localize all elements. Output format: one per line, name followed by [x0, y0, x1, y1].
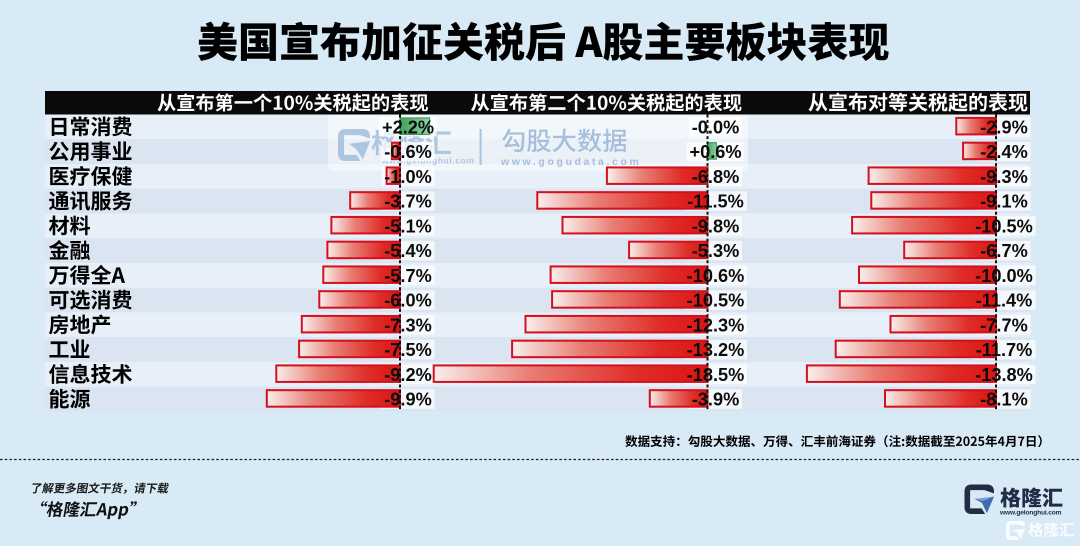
svg-text:-1.0%: -1.0%: [384, 167, 432, 187]
svg-text:-0.6%: -0.6%: [384, 142, 432, 162]
svg-text:-7.7%: -7.7%: [980, 315, 1028, 335]
svg-text:www.gelonghui.com: www.gelonghui.com: [999, 510, 1062, 517]
svg-text:-9.8%: -9.8%: [692, 216, 740, 236]
svg-text:+0.6%: +0.6%: [689, 142, 741, 162]
svg-text:-7.5%: -7.5%: [384, 340, 432, 360]
svg-text:-3.9%: -3.9%: [692, 390, 740, 410]
svg-text:-12.3%: -12.3%: [687, 315, 745, 335]
svg-text:-18.5%: -18.5%: [687, 365, 745, 385]
svg-text:-5.3%: -5.3%: [692, 241, 740, 261]
svg-text:-11.5%: -11.5%: [687, 192, 744, 212]
svg-text:-9.1%: -9.1%: [980, 192, 1028, 212]
svg-text:-5.1%: -5.1%: [384, 216, 432, 236]
svg-text:-5.4%: -5.4%: [384, 241, 432, 261]
svg-text:-2.4%: -2.4%: [980, 142, 1028, 162]
svg-text:-9.9%: -9.9%: [384, 390, 432, 410]
svg-text:-0.0%: -0.0%: [692, 117, 740, 137]
svg-text:-2.9%: -2.9%: [980, 117, 1028, 137]
svg-text:-11.4%: -11.4%: [976, 291, 1033, 311]
svg-text:-10.5%: -10.5%: [975, 216, 1033, 236]
svg-text:-13.8%: -13.8%: [975, 365, 1033, 385]
svg-text:-9.3%: -9.3%: [980, 167, 1028, 187]
svg-text:+2.2%: +2.2%: [382, 117, 434, 137]
svg-text:-6.0%: -6.0%: [384, 291, 432, 311]
svg-text:-3.7%: -3.7%: [384, 192, 432, 212]
svg-text:-6.7%: -6.7%: [980, 241, 1028, 261]
svg-text:-10.0%: -10.0%: [975, 266, 1033, 286]
svg-text:-10.6%: -10.6%: [687, 266, 745, 286]
svg-text:www.gogudata.com: www.gogudata.com: [500, 156, 641, 168]
svg-text:-5.7%: -5.7%: [384, 266, 432, 286]
svg-text:-7.3%: -7.3%: [384, 315, 432, 335]
svg-text:-8.1%: -8.1%: [980, 390, 1028, 410]
svg-text:-11.7%: -11.7%: [976, 340, 1033, 360]
svg-text:-13.2%: -13.2%: [687, 340, 745, 360]
svg-text:-6.8%: -6.8%: [692, 167, 740, 187]
svg-text:-10.5%: -10.5%: [687, 291, 745, 311]
svg-text:-9.2%: -9.2%: [384, 365, 432, 385]
